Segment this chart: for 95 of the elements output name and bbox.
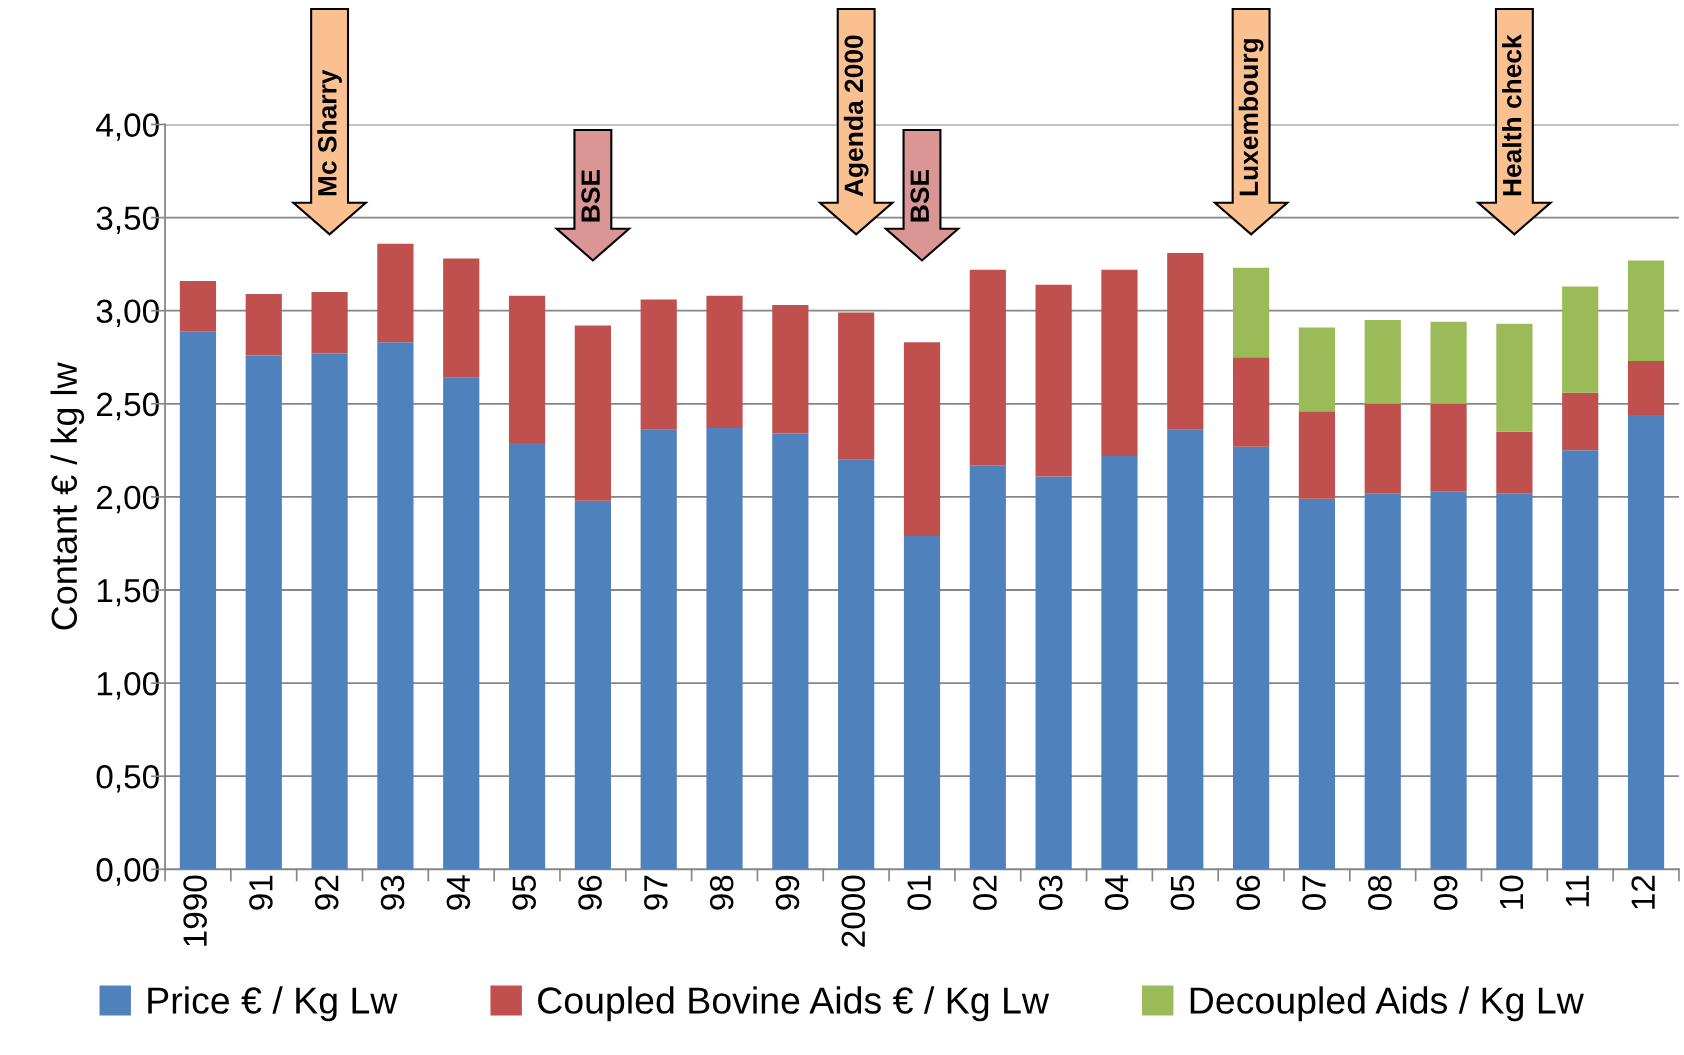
bar: [508, 442, 546, 870]
x-tick-label: 91: [249, 875, 273, 910]
x-tick-label: 98: [709, 875, 734, 910]
ref-line-label: Health check: [1502, 34, 1522, 196]
bar: [1101, 455, 1138, 870]
bar: [1035, 284, 1072, 477]
x-tick-label: 06: [1236, 875, 1261, 910]
bar: [1562, 450, 1599, 870]
y-tick-label: 2,50: [96, 392, 159, 421]
x-tick-label: 12: [1631, 875, 1655, 909]
x-tick-label: 1990: [183, 875, 207, 946]
bar: [1101, 269, 1138, 456]
ref-line-label: BSE: [910, 169, 930, 222]
x-tick-label: 92: [314, 875, 339, 910]
legend-label: Coupled Bovine Aids € / Kg Lw: [538, 986, 1050, 1022]
y-tick-label: 0,50: [96, 765, 159, 793]
x-tick-label: 11: [1565, 875, 1589, 907]
y-tick-label: 3,00: [96, 299, 159, 328]
ref-line-label: Mc Sharry: [317, 69, 342, 196]
y-tick-label: 1,50: [97, 578, 159, 607]
x-tick-label: 96: [578, 875, 602, 910]
ref-line-label: Agenda 2000: [843, 35, 869, 197]
bar: [1167, 252, 1204, 430]
legend-label: Decoupled Aids / Kg Lw: [1190, 986, 1584, 1022]
x-tick-label: 02: [973, 875, 997, 910]
bar: [1233, 267, 1270, 358]
x-tick-label: 07: [1302, 875, 1326, 910]
x-tick-label: 97: [644, 875, 668, 910]
bar: [1627, 260, 1665, 361]
bar: [1496, 431, 1533, 494]
x-tick-label: 08: [1368, 875, 1392, 910]
y-tick-label: 4,00: [96, 113, 159, 141]
bar: [443, 258, 480, 378]
y-tick-label: 2,00: [96, 485, 159, 514]
bar: [1627, 414, 1665, 870]
bar: [1496, 493, 1533, 870]
bar: [706, 295, 743, 429]
x-tick-label: 94: [446, 875, 471, 910]
bar: [377, 342, 414, 870]
bar: [706, 428, 743, 870]
bar: [1430, 403, 1467, 492]
x-tick-label: 2000: [841, 875, 866, 947]
x-tick-label: 04: [1104, 875, 1129, 910]
bar: [245, 293, 282, 356]
bar: [574, 500, 611, 870]
bar: [245, 355, 282, 870]
bar: [1167, 429, 1204, 870]
bar: [969, 465, 1006, 870]
x-tick-label: 09: [1433, 875, 1458, 910]
bar: [1562, 286, 1599, 393]
bar: [838, 459, 875, 870]
bar: [640, 429, 677, 870]
bar: [969, 269, 1006, 466]
y-tick-label: 3,50: [96, 206, 159, 234]
x-tick-label: 93: [380, 875, 405, 910]
bar: [1233, 446, 1270, 870]
bar: [1364, 320, 1401, 404]
bar: [1496, 323, 1533, 432]
ref-line-label: BSE: [581, 169, 600, 222]
bar: [1298, 411, 1336, 499]
ref-line-label: Luxembourg: [1238, 39, 1264, 196]
bar: [772, 433, 809, 870]
y-tick-label: 0,00: [96, 858, 159, 886]
bar: [443, 377, 480, 870]
bar: [1430, 491, 1467, 870]
bar: [574, 325, 611, 501]
bar: [1430, 321, 1467, 404]
bar: [508, 295, 546, 443]
bar: [838, 312, 875, 460]
bar: [179, 331, 217, 870]
bar: [640, 299, 677, 430]
x-tick-label: 03: [1038, 875, 1063, 910]
bar: [903, 536, 941, 870]
x-tick-label: 95: [512, 875, 536, 910]
x-tick-label: 99: [775, 875, 800, 910]
bar: [179, 280, 217, 332]
bar: [903, 342, 941, 537]
bar: [1562, 392, 1599, 451]
bar: [311, 353, 348, 870]
bar: [1364, 493, 1401, 870]
y-axis-title: Contant € / kg lw: [50, 362, 85, 630]
bar: [1298, 498, 1336, 870]
bar: [1035, 476, 1072, 870]
legend-label: Price € / Kg Lw: [148, 986, 398, 1022]
bar: [772, 305, 809, 434]
bar: [1364, 403, 1401, 494]
y-tick-label: 1,00: [97, 671, 159, 700]
bar: [311, 292, 348, 354]
bar: [1298, 327, 1336, 412]
bar: [377, 243, 414, 343]
x-tick-label: 05: [1170, 875, 1195, 910]
x-tick-label: 10: [1499, 875, 1524, 909]
bar: [1233, 357, 1270, 447]
x-tick-label: 01: [907, 875, 931, 910]
bar: [1627, 360, 1665, 415]
